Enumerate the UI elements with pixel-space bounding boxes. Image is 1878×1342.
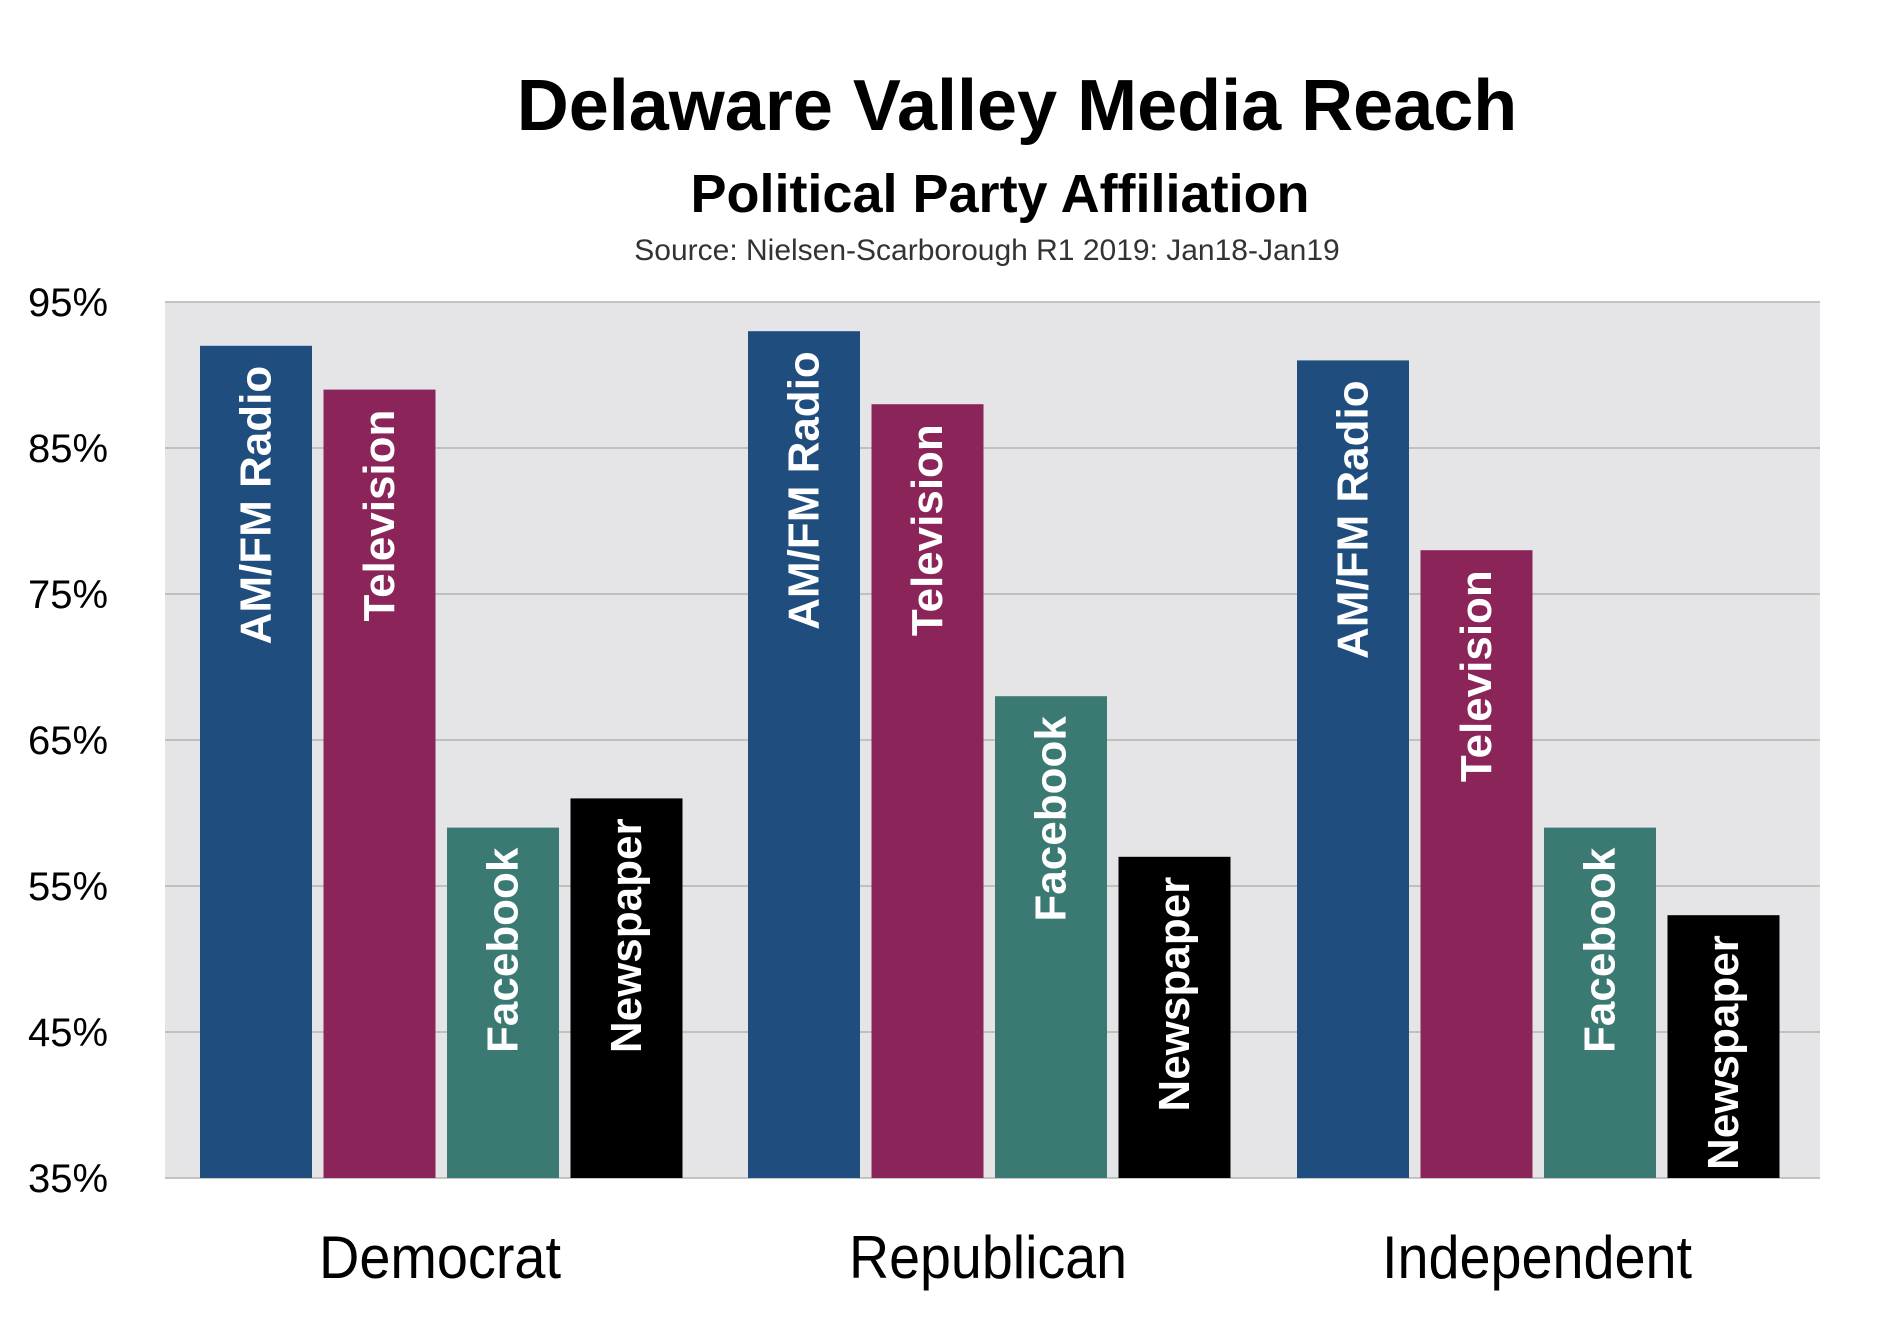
bar-label: Newspaper [1699,935,1748,1170]
bar-label: Television [355,410,404,622]
bar-television-independent [1420,550,1533,1178]
bar-newspaper-democrat [570,798,683,1178]
chart-subtitle: Political Party Affiliation [690,164,1309,224]
bar-newspaper-independent [1667,915,1780,1178]
bar-am-fm-radio-republican [748,331,860,1178]
bar-am-fm-radio-independent [1297,360,1409,1178]
chart-source: Source: Nielsen-Scarborough R1 2019: Jan… [634,234,1339,267]
bar-am-fm-radio-democrat [200,345,312,1178]
bar-label: AM/FM Radio [780,351,829,630]
bar-label: Facebook [1027,716,1076,922]
bar-newspaper-republican [1118,856,1231,1178]
bar-facebook-republican [995,696,1107,1178]
chart-title: Delaware Valley Media Reach [517,66,1518,146]
y-tick-label: 45% [28,1011,108,1055]
x-category-label: Republican [849,1224,1127,1291]
y-tick-label: 35% [28,1157,108,1201]
y-tick-label: 55% [28,865,108,909]
x-category-label: Independent [1382,1224,1692,1291]
bar-label: Television [1452,570,1501,782]
bar-facebook-independent [1544,827,1656,1178]
x-category-label: Democrat [319,1224,561,1291]
bar-label: Television [903,424,952,636]
y-tick-label: 85% [28,427,108,471]
bar-label: AM/FM Radio [232,366,281,645]
bar-label: AM/FM Radio [1329,380,1378,659]
bar-label: Facebook [479,847,528,1053]
bar-label: Newspaper [1150,877,1199,1112]
x-axis: Democrat Republican Independent [319,1224,1692,1291]
bar-label: Facebook [1576,847,1625,1053]
y-tick-label: 95% [28,281,108,325]
bars: AM/FM Radio Television Facebook Newspaper AM… [200,331,1780,1179]
y-axis: 35% 45% 55% 65% 75% 85% 95% [28,281,108,1201]
bar-television-republican [871,404,984,1178]
bar-television-democrat [323,389,436,1179]
gridlines [165,301,1820,1179]
bar-facebook-democrat [447,827,559,1178]
y-tick-label: 65% [28,719,108,763]
y-tick-label: 75% [28,573,108,617]
bar-label: Newspaper [602,818,651,1053]
